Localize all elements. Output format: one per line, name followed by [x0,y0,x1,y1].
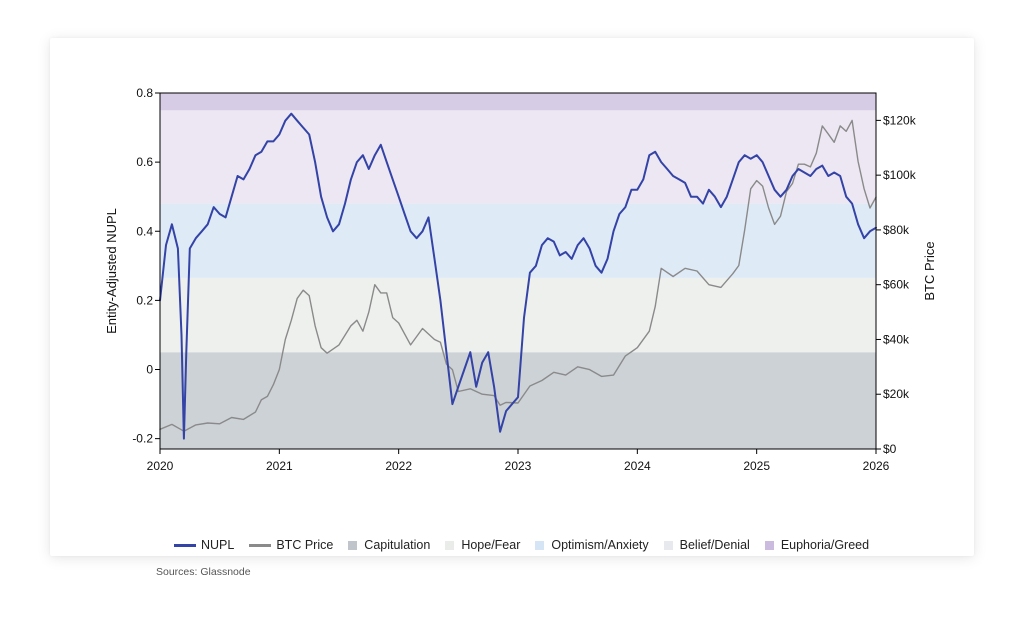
y-tick-label: 0 [146,363,153,377]
legend-item-belief-denial: Belief/Denial [663,538,750,552]
chart-card: 2020 2021 2022 2023 2024 2025 2026 0.8 0.6 0.4 0.2… [50,38,974,578]
x-tick-label: 2024 [624,459,651,473]
y2-tick-label: $0 [883,442,897,456]
legend-label-hope-fear: Hope/Fear [461,538,521,552]
x-tick-label: 2020 [147,459,174,473]
x-tick-label: 2022 [385,459,412,473]
legend-swatch-belief-denial [663,540,673,550]
legend-swatch-btc-price [249,543,272,547]
y2-tick-label: $60k [883,278,910,292]
x-tick-label: 2023 [505,459,532,473]
x-tick-label: 2026 [863,459,890,473]
zone-belief-denial [160,110,876,204]
y2-tick-label: $20k [883,387,910,401]
y-tick-label: 0.8 [136,86,153,100]
legend-item-hope-fear: Hope/Fear [445,538,520,552]
y-tick-label: -0.2 [132,432,153,446]
legend-swatch-optimism-anxiety [535,540,545,550]
y-tick-label: 0.6 [136,155,153,169]
series-line-nupl [159,112,877,440]
legend-label-optimism-anxiety: Optimism/Anxiety [551,538,649,552]
y2-tick-label: $80k [883,223,910,237]
zone-euphoria-greed [160,93,876,111]
y-tick-label: 0.2 [136,293,153,307]
y2-tick-label: $100k [883,168,917,182]
legend-label-capitulation: Capitulation [364,538,431,552]
legend-item-nupl: NUPL [174,538,234,552]
legend-label-nupl: NUPL [201,538,235,552]
legend-item-euphoria-greed: Euphoria/Greed [764,538,870,552]
nupl-chart: 2020 2021 2022 2023 2024 2025 2026 0.8 0.6 0.4 0.2… [104,86,937,473]
zone-optimism-anxiety [160,203,876,278]
legend-swatch-euphoria-greed [764,540,774,550]
legend-item-optimism-anxiety: Optimism/Anxiety [535,538,649,552]
x-tick-label: 2025 [743,459,770,473]
legend-item-btc-price: BTC Price [249,538,333,552]
y2-axis-label: BTC Price [922,241,937,300]
legend-swatch-hope-fear [445,540,455,550]
legend-label-euphoria-greed: Euphoria/Greed [780,538,870,552]
legend-item-capitulation: Capitulation [348,538,430,552]
x-tick-label: 2021 [266,459,293,473]
y2-tick-label: $120k [883,113,917,127]
legend-swatch-nupl [174,543,196,547]
source-note: Sources: Glassnode [156,566,251,578]
legend-swatch-capitulation [348,540,358,550]
y-tick-label: 0.4 [136,224,153,238]
zone-capitulation [160,352,876,449]
legend: NUPL BTC Price Capitulation Hope/Fear Op… [174,536,884,554]
zone-hope-fear [160,277,876,353]
y2-tick-label: $40k [883,332,910,346]
series-line-btc-price [159,119,877,432]
legend-label-belief-denial: Belief/Denial [679,538,750,552]
y-axis-label: Entity-Adjusted NUPL [104,208,119,334]
legend-label-btc-price: BTC Price [276,538,334,552]
